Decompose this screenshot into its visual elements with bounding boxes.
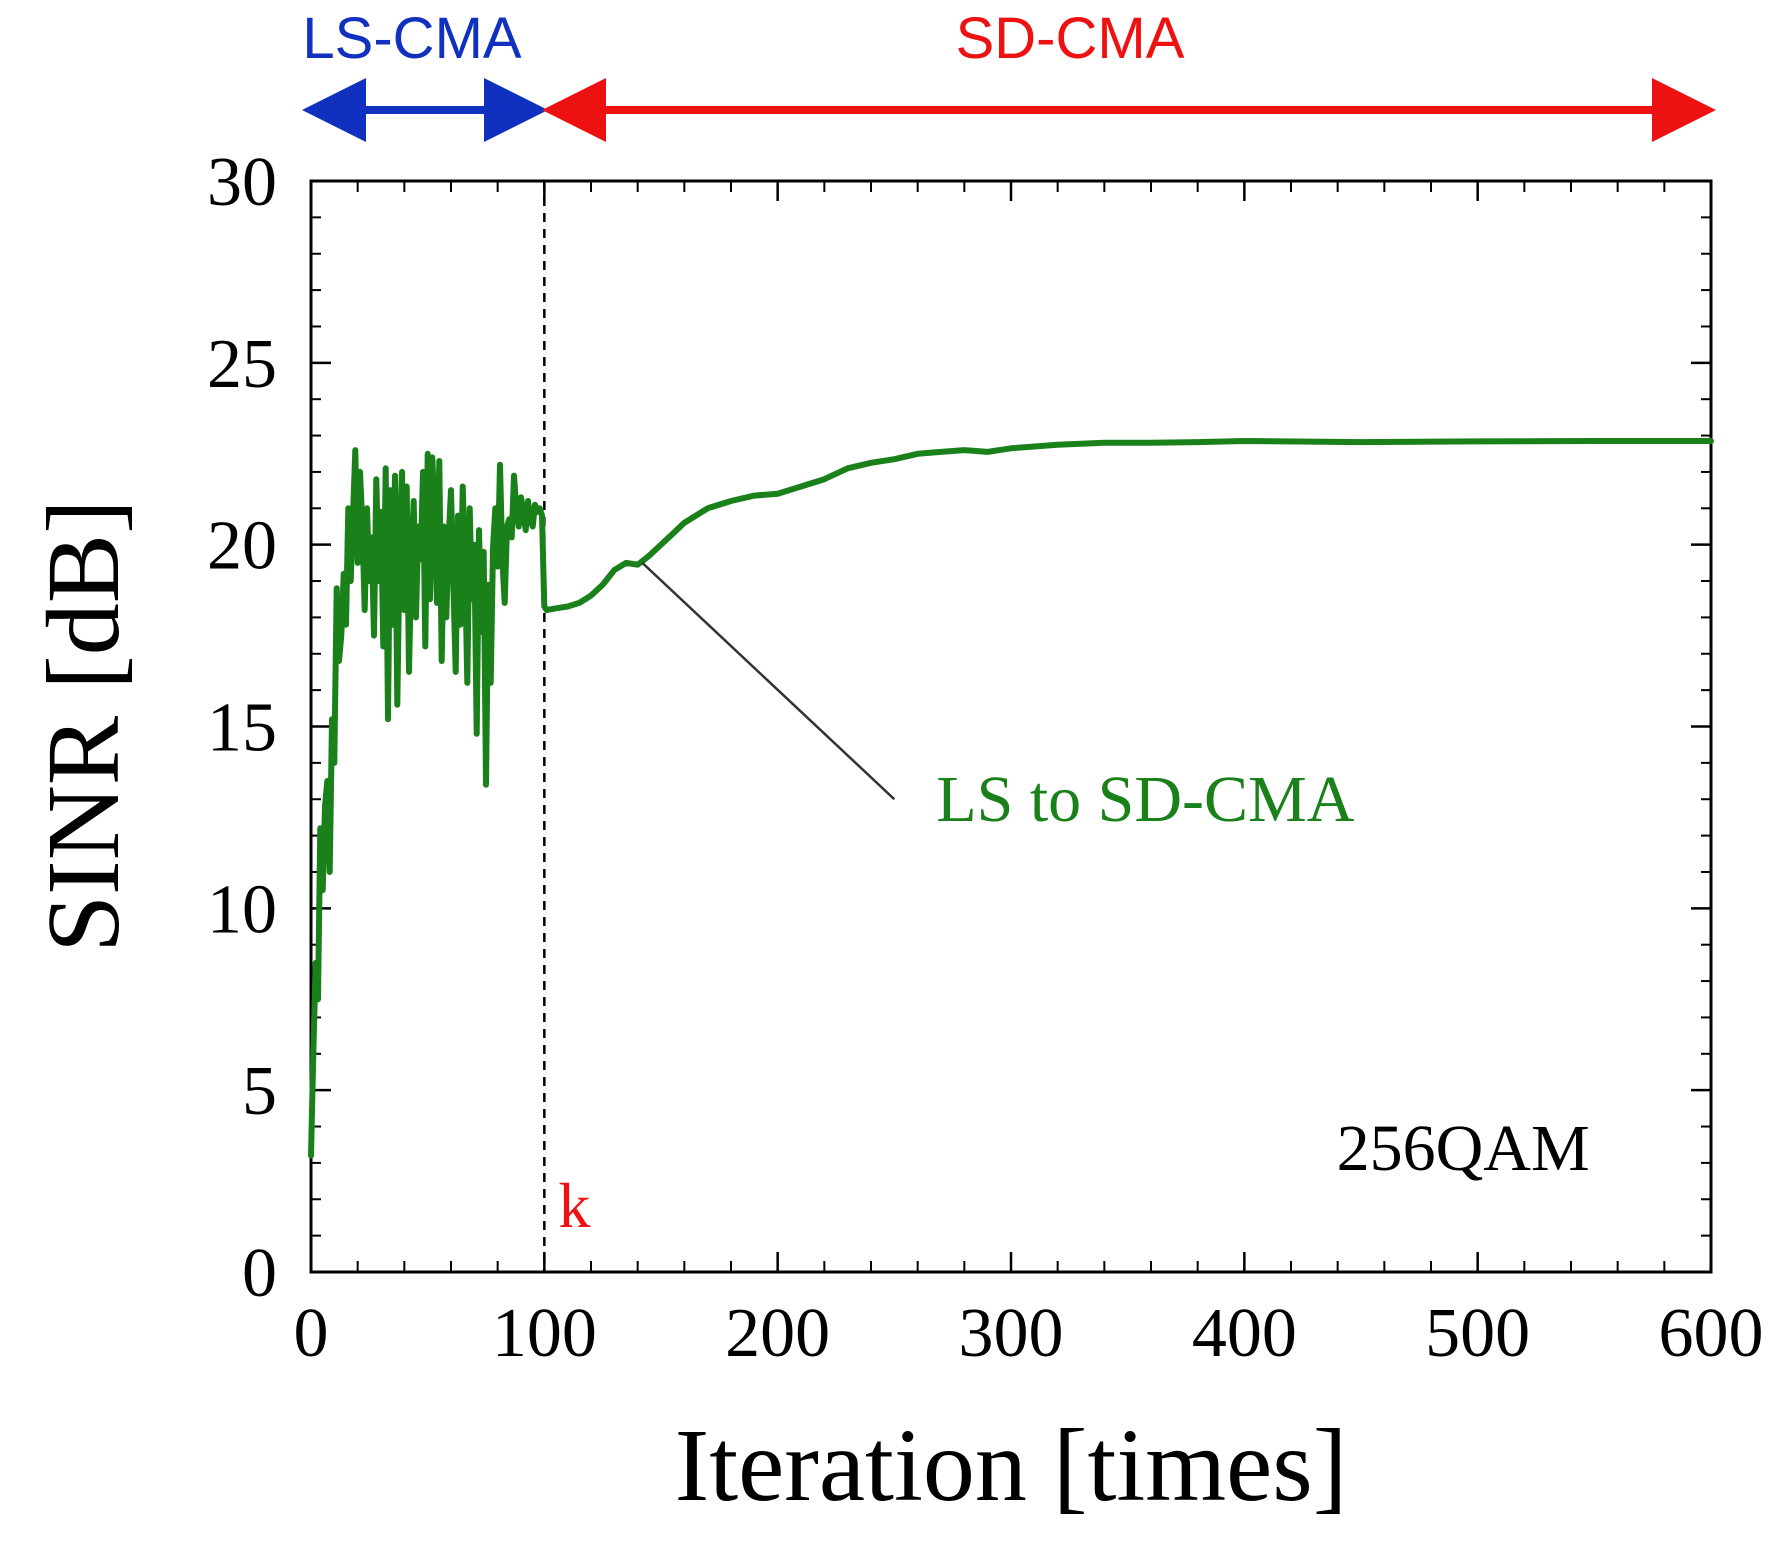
x-tick-label: 200 (725, 1295, 830, 1372)
y-tick-label: 25 (207, 326, 277, 403)
x-tick-label: 100 (492, 1295, 597, 1372)
series-line-ls-to-sd-cma (308, 438, 1714, 1159)
plot-frame (309, 179, 1713, 1274)
y-tick-label: 20 (207, 508, 277, 585)
y-tick-label: 30 (207, 144, 277, 221)
x-tick-labels: 0 100 200 300 400 500 600 (294, 1295, 1764, 1372)
x-tick-label: 300 (959, 1295, 1064, 1372)
region-indicators: LS-CMA SD-CMA (302, 6, 1716, 142)
x-tick-label: 400 (1192, 1295, 1297, 1372)
region-label-sd-cma: SD-CMA (956, 6, 1185, 71)
axis-ticks (309, 179, 1713, 1274)
y-tick-label: 5 (242, 1053, 277, 1130)
y-tick-label: 10 (207, 871, 277, 948)
annotation-leader-line (641, 561, 896, 801)
inset-label: 256QAM (1337, 1112, 1590, 1185)
annotation-label: LS to SD-CMA (936, 763, 1354, 836)
y-tick-labels: 0 5 10 15 20 25 30 (207, 144, 277, 1312)
x-tick-label: 600 (1659, 1295, 1764, 1372)
x-tick-label: 500 (1425, 1295, 1530, 1372)
x-axis-label: Iteration [times] (675, 1408, 1348, 1523)
region-label-ls-cma: LS-CMA (302, 6, 521, 71)
x-tick-label: 0 (294, 1295, 329, 1372)
y-tick-label: 0 (242, 1235, 277, 1312)
y-axis-label: SINR [dB] (26, 499, 141, 953)
switch-marker-label: k (558, 1170, 590, 1241)
y-tick-label: 15 (207, 690, 277, 767)
